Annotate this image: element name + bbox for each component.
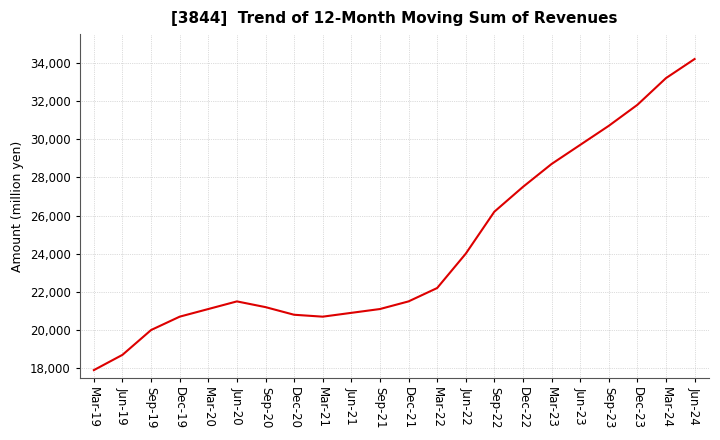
Y-axis label: Amount (million yen): Amount (million yen) xyxy=(11,140,24,271)
Title: [3844]  Trend of 12-Month Moving Sum of Revenues: [3844] Trend of 12-Month Moving Sum of R… xyxy=(171,11,618,26)
